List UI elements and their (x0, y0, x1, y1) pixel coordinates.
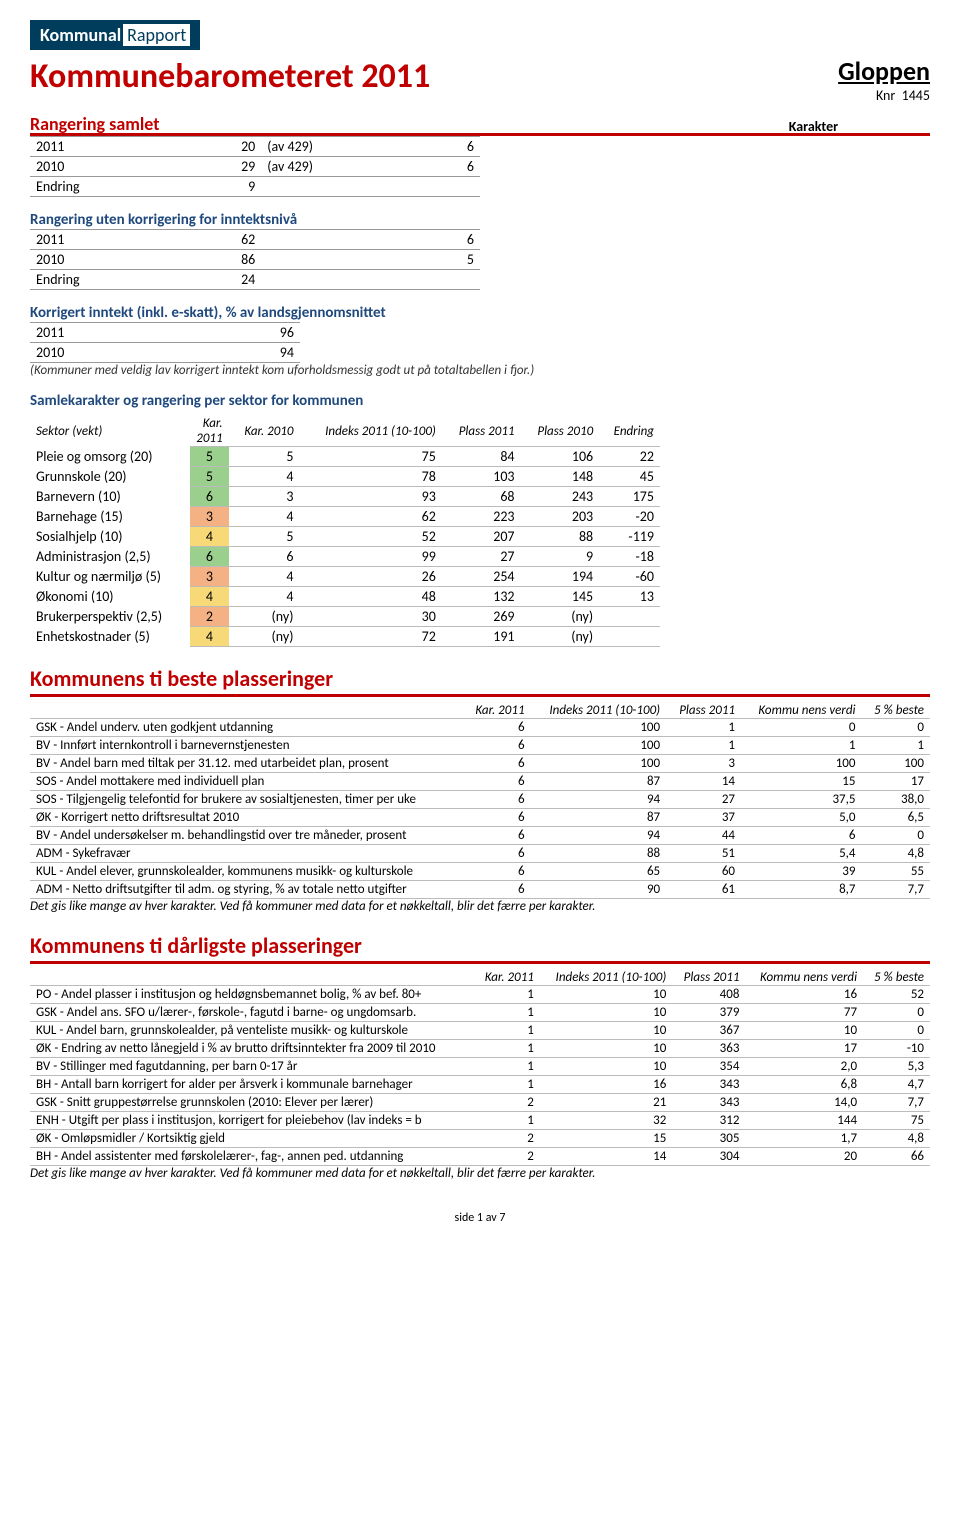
rank-row: ØK - Omløpsmidler / Kortsiktig gjeld2153… (30, 1130, 930, 1148)
table-row: 2010865 (30, 250, 480, 270)
rank-row: GSK - Andel ans. SFO u/lærer-, førskole-… (30, 1004, 930, 1022)
rank-row: BH - Andel assistenter med førskolelærer… (30, 1148, 930, 1166)
page-title: Kommunebarometeret 2011 (30, 56, 930, 97)
rank-row: BH - Antall barn korrigert for alder per… (30, 1076, 930, 1094)
municipality-block: Gloppen Knr 1445 (838, 55, 930, 104)
rank-row: GSK - Snitt gruppestørrelse grunnskolen … (30, 1094, 930, 1112)
darligste-table: Kar. 2011 Indeks 2011 (10-100) Plass 201… (30, 970, 930, 1166)
karakter-label: Karakter (758, 118, 838, 135)
sector-row: Administrasjon (2,5) 6 6 99 27 9 -18 (30, 547, 660, 567)
brand-bold: Kommunal (40, 24, 121, 46)
rank-row: ØK - Korrigert netto driftsresultat 2010… (30, 809, 930, 827)
rank-row: KUL - Andel barn, grunnskolealder, på ve… (30, 1022, 930, 1040)
rank-row: ADM - Sykefravær688515,44,8 (30, 845, 930, 863)
korrigert-title: Korrigert inntekt (inkl. e-skatt), % av … (30, 304, 930, 322)
rank-row: BV - Andel barn med tiltak per 31.12. me… (30, 755, 930, 773)
rank-row: BV - Innført internkontroll i barneverns… (30, 737, 930, 755)
table-row: 201094 (30, 343, 300, 363)
knr-value: 1445 (902, 87, 930, 104)
rank-row: PO - Andel plasser i institusjon og held… (30, 986, 930, 1004)
samlekarakter-title: Samlekarakter og rangering per sektor fo… (30, 392, 930, 410)
rangering-samlet-title: Rangering samlet (30, 113, 758, 135)
rank-row: KUL - Andel elever, grunnskolealder, kom… (30, 863, 930, 881)
municipality-name: Gloppen (838, 55, 930, 87)
sector-row: Barnevern (10) 6 3 93 68 243 175 (30, 487, 660, 507)
brand-light: Rapport (123, 24, 190, 46)
rangering-uten-table: 20116262010865Endring24 (30, 229, 480, 290)
beste-note: Det gis like mange av hver karakter. Ved… (30, 899, 930, 914)
sector-row: Sosialhjelp (10) 4 5 52 207 88 -119 (30, 527, 660, 547)
table-row: 201120(av 429)6 (30, 137, 480, 157)
sector-row: Barnehage (15) 3 4 62 223 203 -20 (30, 507, 660, 527)
beste-table: Kar. 2011 Indeks 2011 (10-100) Plass 201… (30, 703, 930, 899)
rank-row: ØK - Endring av netto lånegjeld i % av b… (30, 1040, 930, 1058)
rangering-samlet-table: 201120(av 429)6201029(av 429)6Endring9 (30, 136, 480, 197)
rank-row: ENH - Utgift per plass i institusjon, ko… (30, 1112, 930, 1130)
sector-row: Økonomi (10) 4 4 48 132 145 13 (30, 587, 660, 607)
sector-row: Enhetskostnader (5) 4 (ny) 72 191 (ny) (30, 627, 660, 647)
sector-row: Grunnskole (20) 5 4 78 103 148 45 (30, 467, 660, 487)
sector-row: Kultur og nærmiljø (5) 3 4 26 254 194 -6… (30, 567, 660, 587)
rank-row: ADM - Netto driftsutgifter til adm. og s… (30, 881, 930, 899)
sector-row: Brukerperspektiv (2,5) 2 (ny) 30 269 (ny… (30, 607, 660, 627)
rank-row: SOS - Andel mottakere med individuell pl… (30, 773, 930, 791)
table-row: 201196 (30, 323, 300, 343)
korrigert-note: (Kommuner med veldig lav korrigert innte… (30, 363, 930, 378)
table-row: Endring9 (30, 177, 480, 197)
table-row: 201029(av 429)6 (30, 157, 480, 177)
rank-row: BV - Stillinger med fagutdanning, per ba… (30, 1058, 930, 1076)
page-footer: side 1 av 7 (30, 1211, 930, 1225)
rank-row: BV - Andel undersøkelser m. behandlingst… (30, 827, 930, 845)
darligste-title: Kommunens ti dårligste plasseringer (30, 932, 930, 964)
rank-row: SOS - Tilgjengelig telefontid for bruker… (30, 791, 930, 809)
table-row: Endring24 (30, 270, 480, 290)
darligste-note: Det gis like mange av hver karakter. Ved… (30, 1166, 930, 1181)
brand-logo: KommunalRapport (30, 20, 200, 50)
table-row: 2011626 (30, 230, 480, 250)
rangering-uten-title: Rangering uten korrigering for inntektsn… (30, 211, 930, 229)
beste-title: Kommunens ti beste plasseringer (30, 665, 930, 697)
sector-row: Pleie og omsorg (20) 5 5 75 84 106 22 (30, 447, 660, 467)
korrigert-table: 201196201094 (30, 322, 300, 363)
samlekarakter-table: Sektor (vekt) Kar. 2011 Kar. 2010 Indeks… (30, 416, 660, 647)
rank-row: GSK - Andel underv. uten godkjent utdann… (30, 719, 930, 737)
knr-label: Knr (876, 87, 895, 104)
